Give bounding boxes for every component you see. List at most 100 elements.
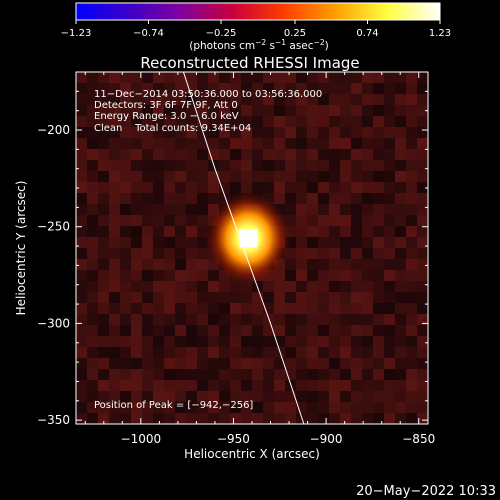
image-pixel: [219, 292, 230, 303]
image-pixel: [175, 369, 186, 380]
image-pixel: [318, 336, 329, 347]
image-pixel: [197, 369, 208, 380]
image-pixel: [230, 380, 241, 391]
image-pixel: [318, 105, 329, 116]
image-pixel: [219, 127, 230, 138]
image-pixel: [417, 303, 428, 314]
image-pixel: [109, 94, 120, 105]
image-pixel: [252, 369, 263, 380]
image-pixel: [351, 303, 362, 314]
image-pixel: [307, 105, 318, 116]
image-pixel: [384, 160, 395, 171]
image-pixel: [285, 281, 296, 292]
image-pixel: [142, 336, 153, 347]
image-pixel: [175, 380, 186, 391]
image-pixel: [307, 237, 318, 248]
image-pixel: [263, 292, 274, 303]
image-pixel: [164, 171, 175, 182]
image-pixel: [241, 127, 252, 138]
image-pixel: [219, 72, 230, 83]
image-pixel: [329, 281, 340, 292]
image-pixel: [76, 303, 87, 314]
image-pixel: [131, 402, 142, 413]
image-pixel: [329, 402, 340, 413]
image-pixel: [142, 314, 153, 325]
image-pixel: [340, 336, 351, 347]
image-pixel: [120, 380, 131, 391]
image-pixel: [296, 94, 307, 105]
image-pixel: [230, 182, 241, 193]
image-pixel: [274, 94, 285, 105]
image-pixel: [219, 358, 230, 369]
image-pixel: [384, 303, 395, 314]
colorbar-tick-label: −1.23: [61, 28, 92, 39]
image-pixel: [274, 193, 285, 204]
x-axis-ticks: −1000 −950 −900 −850: [84, 72, 435, 446]
image-pixel: [142, 204, 153, 215]
image-pixel: [175, 127, 186, 138]
image-pixel: [131, 281, 142, 292]
image-pixel: [263, 138, 274, 149]
image-pixel: [351, 127, 362, 138]
image-pixel: [406, 281, 417, 292]
image-pixel: [285, 270, 296, 281]
image-pixel: [98, 237, 109, 248]
image-pixel: [164, 281, 175, 292]
image-pixel: [318, 270, 329, 281]
image-pixel: [98, 369, 109, 380]
image-pixel: [384, 105, 395, 116]
image-pixel: [131, 347, 142, 358]
image-pixel: [120, 292, 131, 303]
image-pixel: [98, 314, 109, 325]
image-pixel: [307, 138, 318, 149]
image-pixel: [208, 182, 219, 193]
image-pixel: [318, 127, 329, 138]
image-pixel: [263, 336, 274, 347]
image-pixel: [384, 193, 395, 204]
image-pixel: [263, 369, 274, 380]
image-pixel: [197, 226, 208, 237]
image-pixel: [164, 259, 175, 270]
image-pixel: [142, 413, 153, 424]
image-pixel: [252, 391, 263, 402]
image-pixel: [98, 182, 109, 193]
image-pixel: [87, 226, 98, 237]
image-pixel: [395, 281, 406, 292]
image-pixel: [406, 94, 417, 105]
image-pixel: [186, 347, 197, 358]
image-pixel: [395, 270, 406, 281]
image-pixel: [120, 303, 131, 314]
image-pixel: [351, 182, 362, 193]
image-pixel: [362, 72, 373, 83]
image-pixel: [98, 160, 109, 171]
image-pixel: [318, 72, 329, 83]
image-pixel: [285, 160, 296, 171]
image-pixel: [329, 105, 340, 116]
image-pixel: [109, 83, 120, 94]
image-pixel: [274, 402, 285, 413]
image-pixel: [263, 149, 274, 160]
image-pixel: [263, 72, 274, 83]
image-pixel: [373, 83, 384, 94]
image-pixel: [153, 149, 164, 160]
image-pixel: [87, 138, 98, 149]
image-pixel: [406, 358, 417, 369]
image-pixel: [230, 138, 241, 149]
image-pixel: [362, 138, 373, 149]
image-pixel: [153, 215, 164, 226]
image-pixel: [76, 226, 87, 237]
image-pixel: [285, 248, 296, 259]
image-pixel: [109, 127, 120, 138]
image-pixel: [406, 336, 417, 347]
image-pixel: [384, 281, 395, 292]
image-pixel: [263, 105, 274, 116]
image-pixel: [395, 259, 406, 270]
image-pixel: [76, 259, 87, 270]
image-pixel: [307, 380, 318, 391]
image-pixel: [76, 292, 87, 303]
image-pixel: [395, 83, 406, 94]
image-pixel: [98, 138, 109, 149]
image-pixel: [417, 369, 428, 380]
image-pixel: [109, 215, 120, 226]
image-pixel: [109, 402, 120, 413]
